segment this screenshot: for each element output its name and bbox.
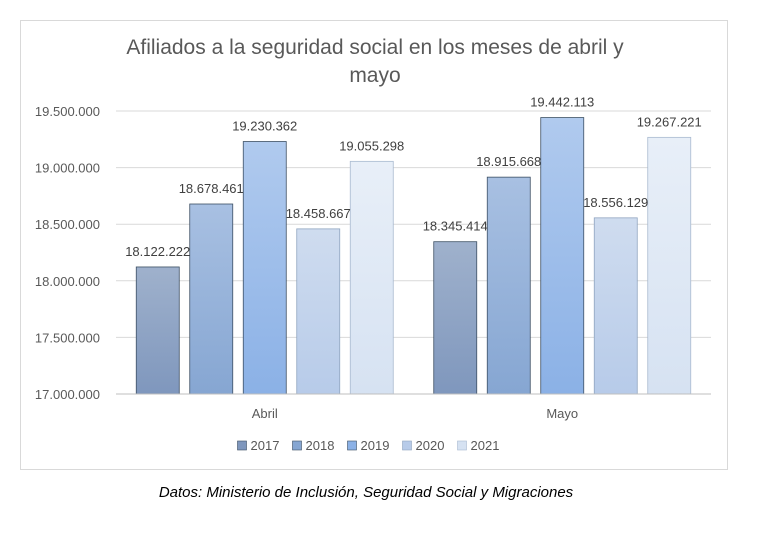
bar-mayo-2017 <box>433 241 478 395</box>
legend-label-2018: 2018 <box>306 438 335 453</box>
data-label-abril-2020: 18.458.667 <box>286 206 351 221</box>
bar-abril-2018 <box>189 203 234 395</box>
y-tick-label: 17.500.000 <box>35 330 100 345</box>
data-label-abril-2021: 19.055.298 <box>339 138 404 153</box>
data-label-abril-2017: 18.122.222 <box>125 244 190 259</box>
legend-swatch-2020 <box>402 440 412 451</box>
bar-mayo-2021 <box>647 136 692 395</box>
chart-title-line: Afiliados a la seguridad social en los m… <box>126 36 624 59</box>
legend-label-2019: 2019 <box>361 438 390 453</box>
data-label-abril-2019: 19.230.362 <box>232 119 297 134</box>
legend-swatch-2021 <box>457 440 467 451</box>
x-tick-label: Mayo <box>546 406 578 421</box>
legend-label-2017: 2017 <box>251 438 280 453</box>
source-note: Datos: Ministerio de Inclusión, Segurida… <box>158 484 574 501</box>
bar-abril-2019 <box>242 141 287 395</box>
y-tick-label: 19.000.000 <box>35 161 100 176</box>
legend-swatch-2018 <box>292 440 302 451</box>
bar-mayo-2018 <box>486 176 531 395</box>
x-tick-label: Abril <box>252 406 278 421</box>
bar-mayo-2020 <box>593 217 638 395</box>
y-tick-label: 18.000.000 <box>35 274 100 289</box>
data-label-mayo-2020: 18.556.129 <box>583 195 648 210</box>
legend-swatch-2017 <box>237 440 247 451</box>
legend-label-2021: 2021 <box>471 438 500 453</box>
data-label-mayo-2018: 18.915.668 <box>476 154 541 169</box>
y-tick-label: 19.500.000 <box>35 104 100 119</box>
y-tick-label: 18.500.000 <box>35 217 100 232</box>
bar-chart: Afiliados a la seguridad social en los m… <box>35 36 711 453</box>
bar-abril-2021 <box>349 160 394 395</box>
data-label-abril-2018: 18.678.461 <box>179 181 244 196</box>
legend-label-2020: 2020 <box>416 438 445 453</box>
y-tick-label: 17.000.000 <box>35 387 100 402</box>
data-label-mayo-2021: 19.267.221 <box>637 114 702 129</box>
legend-swatch-2019 <box>347 440 357 451</box>
bar-mayo-2019 <box>540 117 585 395</box>
data-label-mayo-2019: 19.442.113 <box>530 95 594 110</box>
data-label-mayo-2017: 18.345.414 <box>423 219 488 234</box>
chart-title-line: mayo <box>349 64 400 87</box>
bar-abril-2017 <box>135 266 180 395</box>
bar-abril-2020 <box>296 228 341 395</box>
chart-frame: Afiliados a la seguridad social en los m… <box>20 20 728 470</box>
